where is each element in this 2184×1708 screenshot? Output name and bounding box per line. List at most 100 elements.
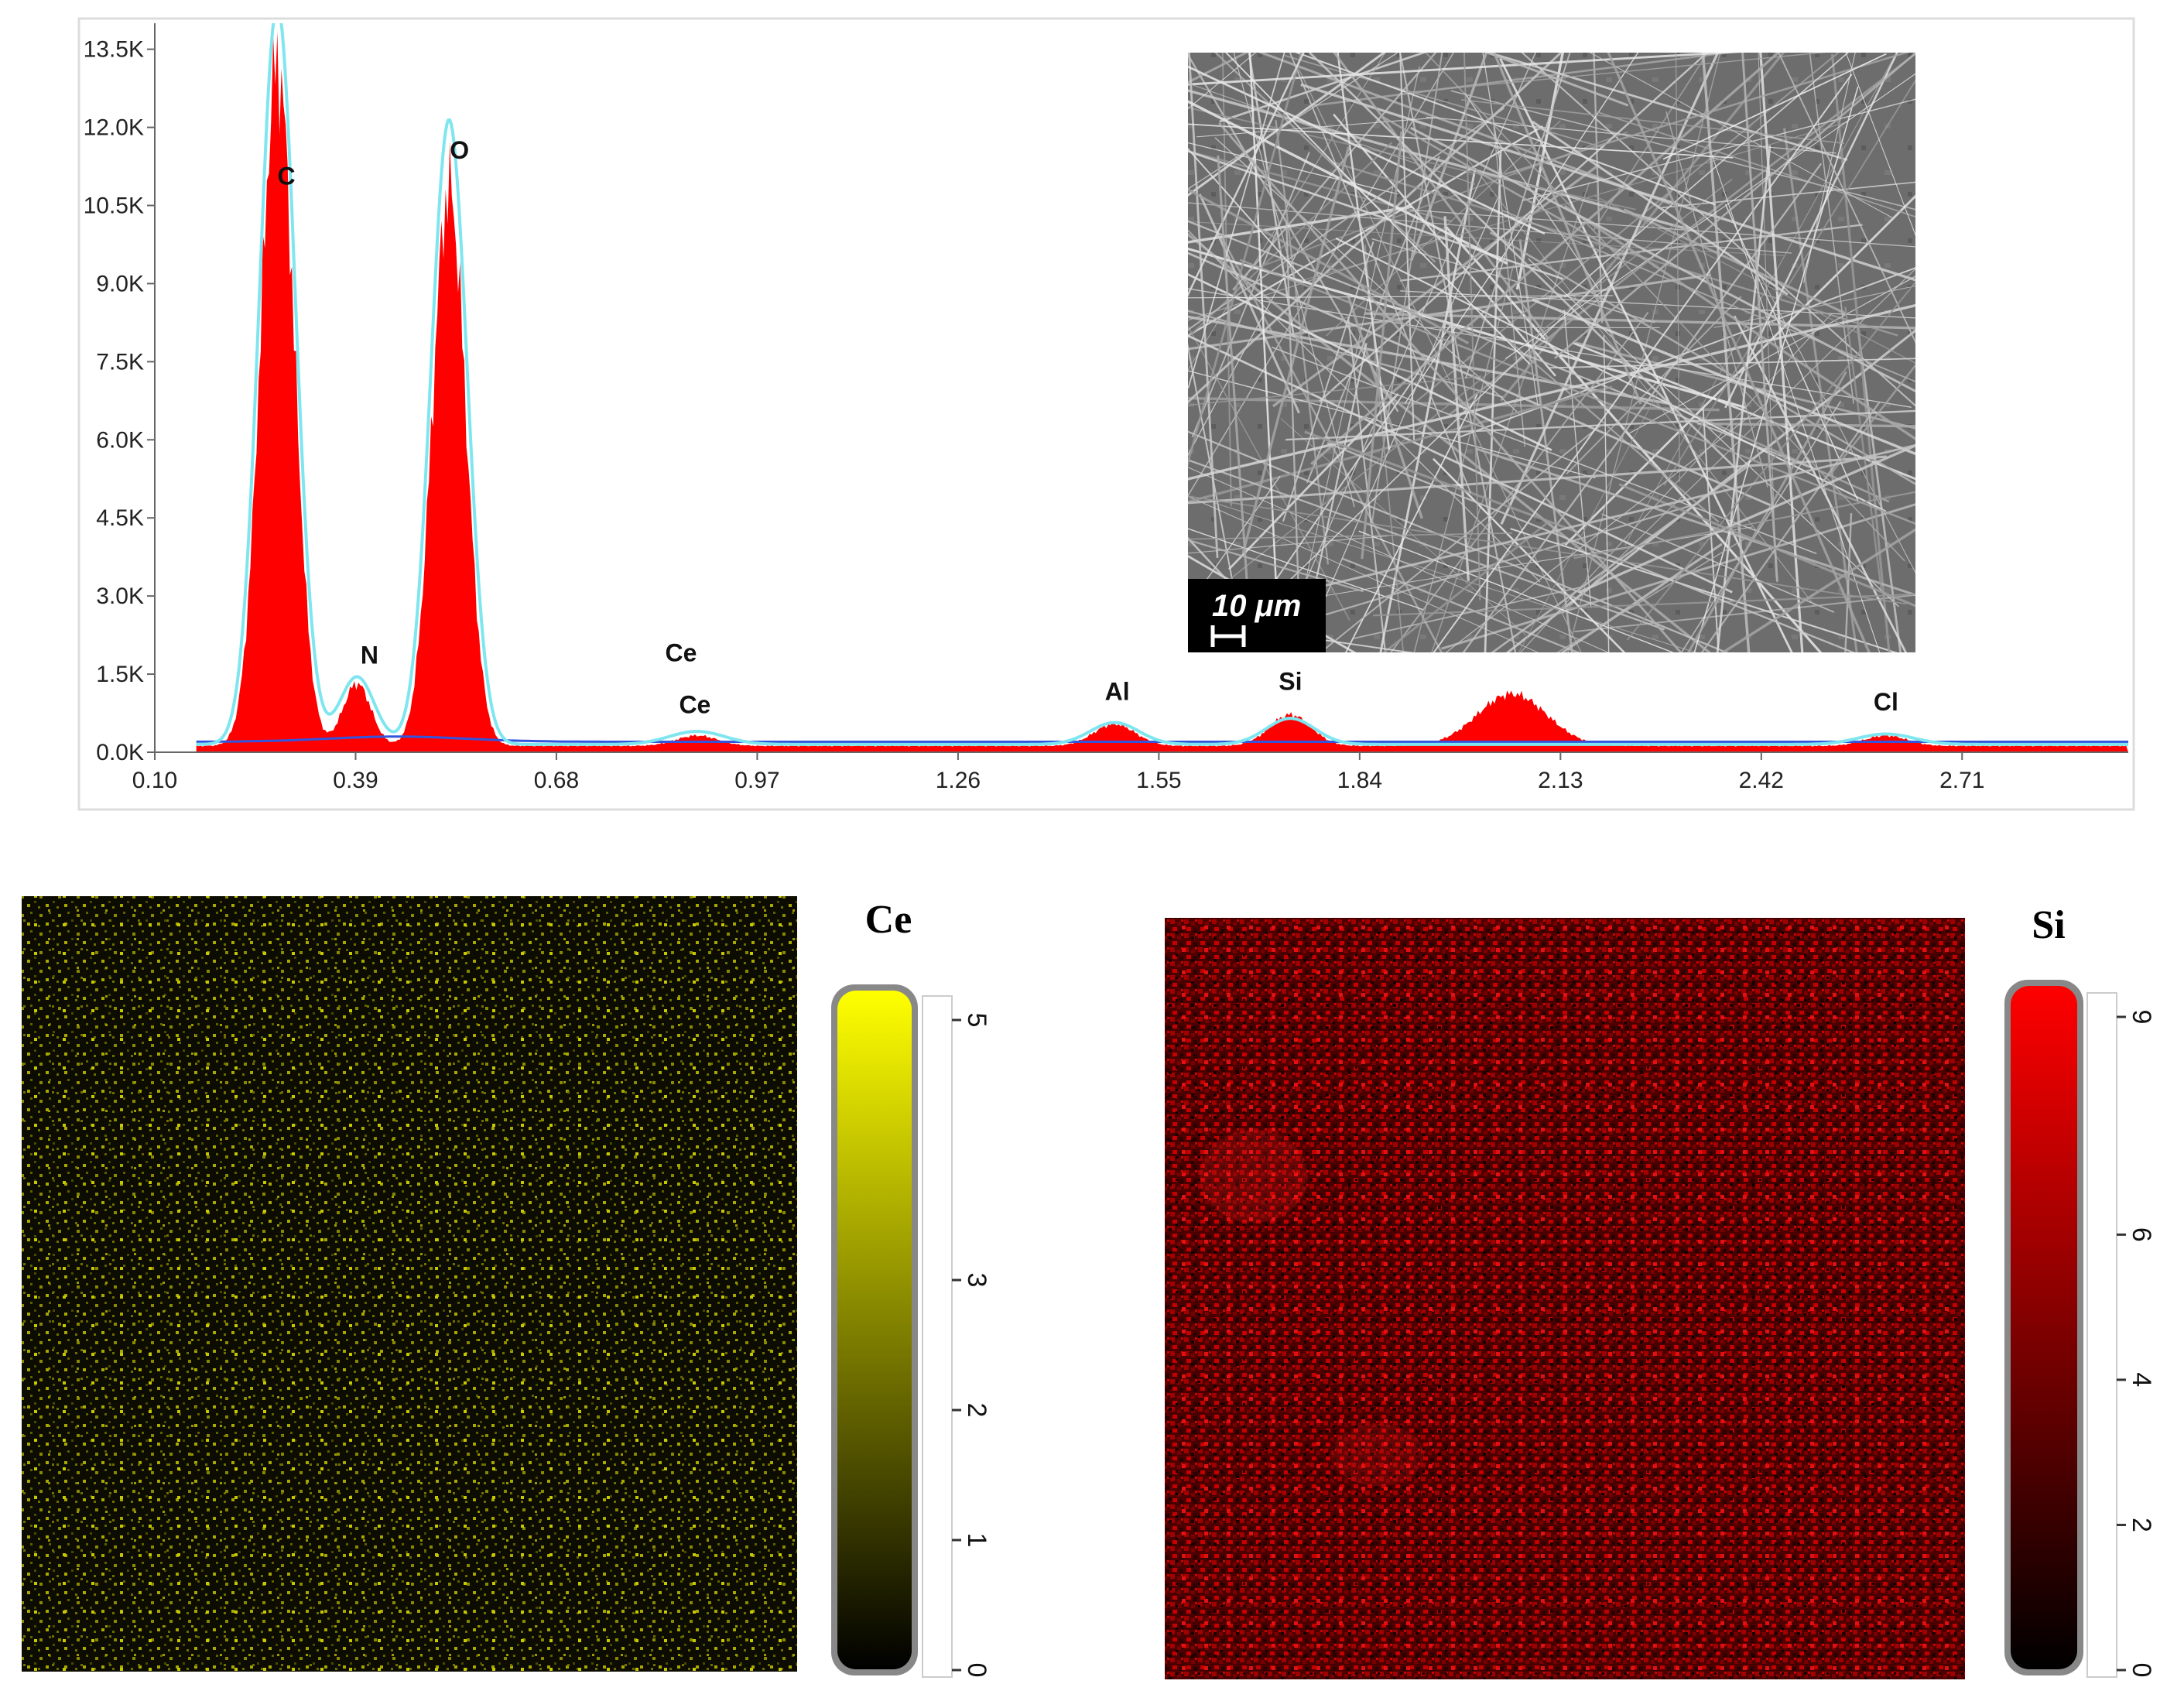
si-map-panel: Si 0 2 4 6 9 [1165, 903, 2156, 1679]
y-tick-label: 12.0K [84, 115, 144, 141]
sem-fiber [1188, 205, 1413, 244]
sem-fiber [1188, 220, 1815, 470]
colorbar-tick-label: 3 [962, 1273, 991, 1288]
sem-fiber [1304, 430, 1578, 533]
sem-fiber [1515, 53, 1564, 290]
si-map-title: Si [2032, 903, 2065, 947]
sem-fiber [1702, 406, 1720, 650]
sem-fiber [1566, 296, 1742, 475]
sem-fiber [1573, 491, 1915, 560]
scale-bar-label: 10 μm [1212, 589, 1301, 623]
sem-fiber [1188, 107, 1636, 211]
ce-colorbar-ticks: 0 1 2 3 5 [952, 1013, 991, 1677]
sem-fiber [1188, 495, 1907, 605]
peak-label: Ce [679, 691, 710, 719]
sem-fiber [1333, 53, 1550, 341]
sem-fiber [1425, 53, 1905, 562]
sem-fiber [1562, 268, 1915, 614]
y-tick-label: 3.0K [96, 584, 144, 609]
sem-fiber [1282, 241, 1374, 522]
sem-fiber [1358, 530, 1675, 652]
sem-fiber [1285, 222, 1302, 647]
sem-fiber [1413, 265, 1515, 652]
sem-fiber [1406, 53, 1840, 410]
y-axis-ticks: 0.0K 1.5K 3.0K 4.5K 6.0K 7.5K 9.0K 10.5K 12.0K 13… [84, 37, 155, 765]
sem-fiber [1221, 53, 1232, 507]
ce-map-overlay [22, 896, 797, 1672]
sem-fiber [1188, 53, 1257, 109]
peak-label: C [277, 163, 295, 190]
peak-label: Si [1279, 667, 1302, 695]
sem-fiber [1285, 409, 1915, 441]
sem-fiber [1623, 208, 1847, 315]
sem-fiber [1433, 74, 1853, 652]
sem-fiber [1224, 53, 1531, 365]
sem-fiber [1464, 53, 1571, 379]
sem-fiber [1310, 53, 1781, 466]
colorbar-tick-label: 6 [2127, 1227, 2156, 1242]
sem-fiber [1531, 120, 1789, 296]
sem-fiber [1626, 281, 1915, 641]
sem-fiber [1320, 425, 1601, 652]
sem-fiber [1410, 53, 1488, 262]
sem-fiber [1361, 131, 1403, 560]
peak-label: Al [1105, 678, 1130, 706]
sem-fiber [1518, 383, 1663, 652]
x-tick-label: 0.68 [534, 768, 579, 793]
sem-fiber [1662, 53, 1887, 160]
sem-fiber [1188, 430, 1729, 652]
sem-fiber [1700, 402, 1881, 652]
sem-fiber [1275, 120, 1330, 565]
sem-fiber [1241, 146, 1350, 554]
sem-fiber [1809, 53, 1854, 404]
sem-fiber [1319, 53, 1709, 402]
sem-fiber [1500, 53, 1785, 402]
sem-fiber [1299, 343, 1368, 652]
sem-fiber [1353, 586, 1582, 640]
sem-fiber [1188, 272, 1552, 451]
sem-fiber [1337, 53, 1391, 450]
sem-fiber [1627, 276, 1915, 436]
sem-fiber [1556, 536, 1748, 652]
sem-inset-image: 10 μm [1188, 53, 1915, 652]
sem-fiber [1491, 112, 1526, 447]
sem-fiber [1188, 370, 1596, 479]
sem-fiber [1188, 252, 1775, 508]
colorbar-tick-label: 2 [2127, 1518, 2156, 1532]
sem-fiber [1308, 53, 1736, 468]
colorbar-tick-label: 0 [2127, 1663, 2156, 1678]
sem-fiber [1188, 100, 1508, 265]
sem-fiber [1364, 245, 1405, 652]
sem-fiber [1624, 53, 1898, 546]
sem-fiber [1326, 442, 1856, 652]
ce-map-panel: Ce 0 1 2 3 5 [22, 896, 991, 1678]
sem-fiber [1603, 335, 1610, 652]
sem-fiber [1218, 122, 1683, 652]
peak-label: O [450, 136, 469, 164]
sem-fiber [1713, 285, 1915, 328]
x-tick-label: 1.55 [1136, 768, 1181, 793]
ce-map-title: Ce [865, 898, 912, 942]
sem-fiber [1521, 53, 1915, 407]
y-tick-label: 10.5K [84, 193, 144, 219]
sem-fiber [1225, 325, 1451, 652]
sem-fiber [1504, 73, 1915, 359]
sem-fiber [1463, 152, 1815, 606]
sem-fiber [1856, 325, 1902, 652]
sem-fiber [1399, 53, 1415, 440]
colorbar-tick-label: 4 [2127, 1372, 2156, 1387]
y-tick-label: 4.5K [96, 505, 144, 531]
sem-fiber [1663, 79, 1915, 486]
sem-fiber [1188, 532, 1513, 540]
sem-fiber [1188, 554, 1357, 652]
colorbar-tick-label: 5 [962, 1013, 991, 1028]
sem-fiber [1279, 53, 1536, 642]
x-tick-label: 2.42 [1739, 768, 1784, 793]
sem-fiber [1758, 53, 1777, 578]
sem-fiber [1410, 126, 1915, 393]
si-colorbar-ticks: 0 2 4 6 9 [2117, 1010, 2156, 1678]
sem-fiber [1733, 315, 1908, 652]
sem-fiber [1484, 53, 1629, 107]
fit-line [196, 23, 2128, 746]
si-map-hotspot [1331, 1424, 1424, 1486]
